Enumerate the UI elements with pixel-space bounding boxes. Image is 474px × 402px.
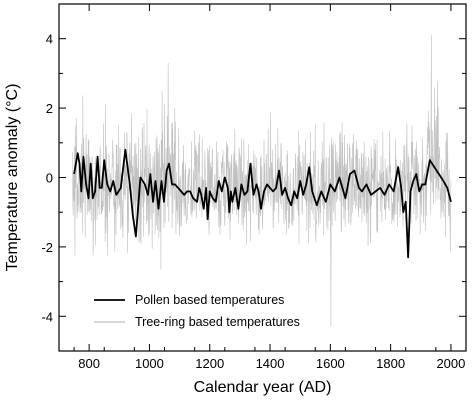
x-tick-label: 2000	[436, 356, 465, 371]
pollen-series-path	[73, 148, 452, 259]
tree-ring-series-line	[72, 35, 452, 327]
y-tick-label: 2	[46, 101, 53, 116]
x-tick-label: 800	[78, 356, 100, 371]
y-axis-ticks: -4 -2 0 2 4	[41, 3, 466, 352]
x-tick-label: 1000	[135, 356, 164, 371]
x-tick-label: 1600	[316, 356, 345, 371]
legend-label-tree-ring: Tree-ring based temperatures	[135, 315, 300, 329]
legend: Pollen based temperatures Tree-ring base…	[94, 293, 300, 329]
y-tick-label: -4	[41, 309, 53, 324]
tree-ring-series-path	[72, 35, 452, 327]
y-axis-title: Temperature anomaly (°C)	[4, 84, 21, 272]
pollen-series-line	[73, 148, 452, 259]
x-tick-label: 1200	[195, 356, 224, 371]
x-tick-label: 1400	[256, 356, 285, 371]
y-tick-label: 4	[46, 32, 53, 47]
x-axis-title: Calendar year (AD)	[194, 379, 332, 396]
legend-label-pollen: Pollen based temperatures	[135, 293, 284, 307]
x-axis-ticks: 800 1000 1200 1400 1600 1800 2000	[73, 4, 467, 371]
y-tick-label: -2	[41, 240, 53, 255]
y-tick-label: 0	[46, 171, 53, 186]
x-tick-label: 1800	[376, 356, 405, 371]
